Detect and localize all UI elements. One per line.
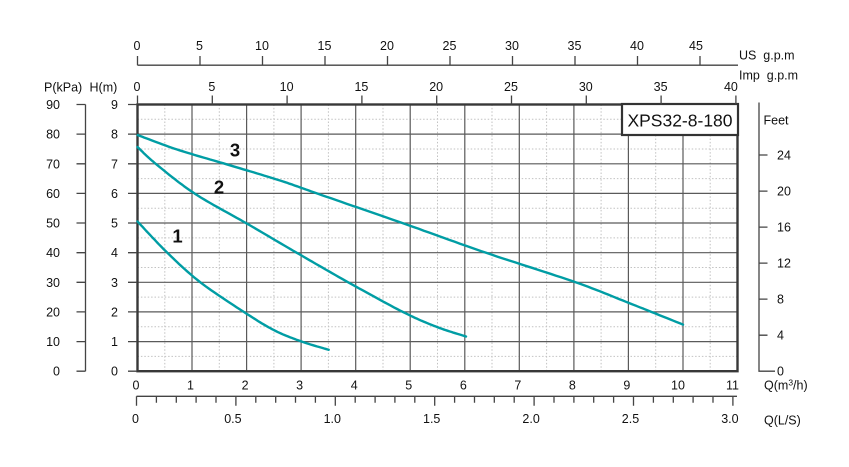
svg-text:2.0: 2.0 [522,412,539,426]
svg-text:2: 2 [111,305,118,319]
svg-text:1: 1 [111,335,118,349]
svg-text:90: 90 [46,98,60,112]
svg-text:1.5: 1.5 [423,412,440,426]
svg-text:7: 7 [514,379,521,393]
svg-text:15: 15 [354,80,368,94]
svg-text:16: 16 [777,221,791,235]
svg-text:3: 3 [296,379,303,393]
svg-text:12: 12 [777,257,791,271]
svg-text:80: 80 [46,128,60,142]
svg-text:4: 4 [111,246,118,260]
svg-text:1: 1 [172,226,182,247]
svg-text:45: 45 [689,39,703,53]
svg-text:P(kPa): P(kPa) [44,81,82,95]
svg-text:25: 25 [443,39,457,53]
svg-text:H(m): H(m) [90,81,118,95]
svg-text:35: 35 [568,39,582,53]
svg-text:24: 24 [777,149,791,163]
svg-text:7: 7 [111,157,118,171]
svg-text:Feet: Feet [764,114,790,128]
svg-text:0: 0 [134,39,141,53]
svg-text:Q(L/S): Q(L/S) [764,414,801,428]
svg-text:5: 5 [196,39,203,53]
svg-text:20: 20 [777,185,791,199]
svg-text:5: 5 [111,217,118,231]
svg-text:8: 8 [569,379,576,393]
svg-text:70: 70 [46,157,60,171]
svg-text:5: 5 [208,80,215,94]
svg-text:2.5: 2.5 [622,412,639,426]
svg-text:0.5: 0.5 [224,412,241,426]
svg-text:1.0: 1.0 [324,412,341,426]
svg-text:50: 50 [46,217,60,231]
svg-text:8: 8 [111,128,118,142]
svg-text:10: 10 [255,39,269,53]
svg-text:40: 40 [46,246,60,260]
svg-text:40: 40 [724,80,738,94]
svg-text:0: 0 [53,365,60,379]
svg-text:0: 0 [111,365,118,379]
svg-text:US g.p.m: US g.p.m [739,49,795,63]
svg-text:Q(m3/h): Q(m3/h) [764,378,808,393]
svg-text:20: 20 [380,39,394,53]
svg-text:40: 40 [630,39,644,53]
svg-text:10: 10 [280,80,294,94]
svg-text:3: 3 [230,140,240,161]
svg-text:0: 0 [132,412,139,426]
svg-text:4: 4 [351,379,358,393]
svg-text:30: 30 [505,39,519,53]
svg-text:15: 15 [318,39,332,53]
svg-text:25: 25 [504,80,518,94]
svg-text:XPS32-8-180: XPS32-8-180 [627,111,732,131]
svg-text:9: 9 [111,98,118,112]
svg-text:4: 4 [777,329,784,343]
svg-text:2: 2 [214,177,224,198]
svg-text:2: 2 [242,379,249,393]
svg-text:30: 30 [46,276,60,290]
svg-text:1: 1 [187,379,194,393]
svg-text:20: 20 [46,305,60,319]
svg-text:Imp g.p.m: Imp g.p.m [739,69,798,83]
svg-text:20: 20 [429,80,443,94]
svg-text:0: 0 [133,379,140,393]
svg-text:30: 30 [579,80,593,94]
svg-text:0: 0 [134,80,141,94]
svg-text:10: 10 [46,335,60,349]
svg-text:9: 9 [623,379,630,393]
svg-text:60: 60 [46,187,60,201]
svg-text:10: 10 [671,379,685,393]
svg-text:6: 6 [111,187,118,201]
svg-text:8: 8 [777,293,784,307]
svg-text:3.0: 3.0 [721,412,738,426]
svg-text:35: 35 [654,80,668,94]
svg-text:0: 0 [777,365,784,379]
svg-text:3: 3 [111,276,118,290]
svg-text:6: 6 [460,379,467,393]
svg-text:5: 5 [405,379,412,393]
svg-text:11: 11 [726,379,739,393]
